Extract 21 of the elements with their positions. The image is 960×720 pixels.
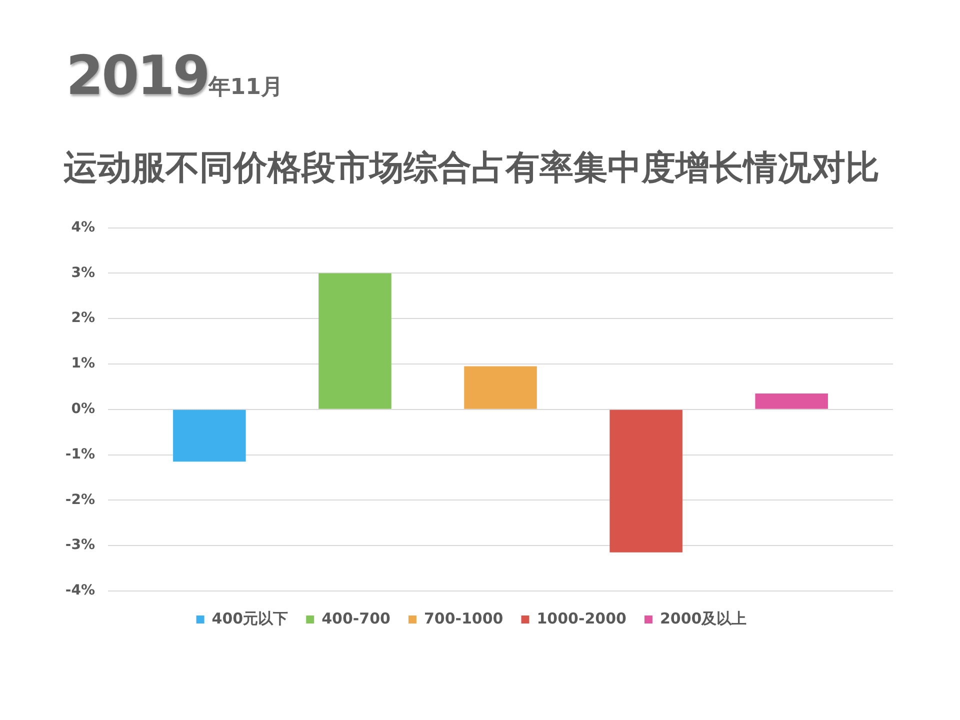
bar: [464, 366, 537, 409]
bar: [610, 410, 682, 552]
bar: [318, 273, 392, 409]
y-tick-label: -3%: [65, 537, 95, 554]
chart-title: 运动服不同价格段市场综合占有率集中度增长情况对比: [62, 148, 880, 188]
y-tick-label: -2%: [65, 492, 95, 508]
y-tick-label: 2%: [71, 310, 95, 326]
bar: [173, 410, 246, 462]
y-tick-label: 3%: [71, 264, 95, 281]
legend-label: 400-700: [322, 609, 390, 628]
legend-label: 1000-2000: [536, 609, 626, 628]
y-tick-label: 1%: [71, 356, 95, 372]
legend-label: 2000及以上: [660, 609, 747, 628]
bar: [755, 394, 828, 409]
y-tick-label: -4%: [65, 582, 95, 599]
y-tick-label: -1%: [65, 446, 95, 462]
y-tick-label: 0%: [71, 401, 95, 418]
y-tick-label: 4%: [71, 219, 95, 236]
text: 2019年11月: [66, 44, 283, 107]
legend-label: 700-1000: [424, 609, 504, 628]
legend-label: 400元以下: [212, 609, 288, 628]
